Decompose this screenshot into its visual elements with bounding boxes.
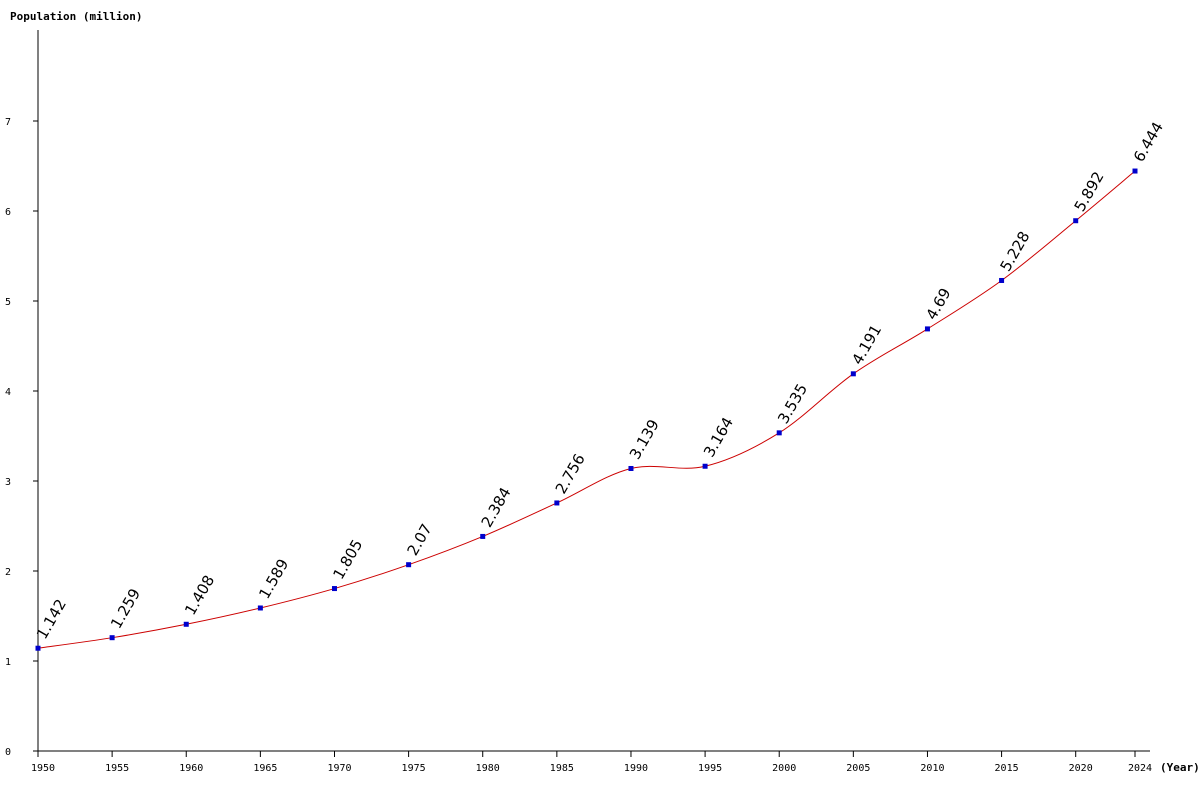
- x-tick-label: 2015: [995, 763, 1019, 774]
- x-tick-label: 1985: [550, 763, 574, 774]
- x-tick-label: 2010: [920, 763, 944, 774]
- data-value-label: 3.164: [700, 414, 737, 460]
- data-value-label: 3.139: [626, 416, 663, 462]
- data-value-label: 5.892: [1071, 169, 1108, 215]
- data-point: [702, 463, 708, 469]
- data-value-label: 5.228: [996, 228, 1033, 274]
- data-point: [1132, 168, 1138, 174]
- x-tick-label: 1960: [179, 763, 203, 774]
- x-tick-label: 1950: [31, 763, 55, 774]
- y-tick-label: 3: [5, 477, 11, 488]
- x-tick-label: 2020: [1069, 763, 1093, 774]
- data-markers: [35, 168, 1138, 651]
- data-point: [628, 465, 634, 471]
- data-point: [776, 430, 782, 436]
- x-tick-label: 1980: [476, 763, 500, 774]
- x-tick-label: 1975: [402, 763, 426, 774]
- y-axis-title: Population (million): [10, 10, 142, 23]
- y-tick-label: 2: [5, 567, 11, 578]
- y-tick-label: 4: [5, 387, 11, 398]
- data-point: [480, 533, 486, 539]
- data-value-label: 2.384: [478, 484, 515, 530]
- data-point: [554, 500, 560, 506]
- data-value-label: 4.69: [922, 285, 954, 323]
- data-point: [257, 605, 263, 611]
- y-tick-label: 6: [5, 207, 11, 218]
- data-value-label: 1.589: [255, 556, 292, 602]
- x-axis-ticks: 1950 1955 1960 1965 1970 1975 1980 1985 1990 1995…: [31, 751, 1152, 774]
- y-tick-label: 0: [5, 747, 11, 758]
- data-point: [183, 621, 189, 627]
- data-value-label: 1.805: [329, 536, 366, 582]
- data-point: [850, 371, 856, 377]
- data-value-label: 1.408: [181, 572, 218, 618]
- y-tick-label: 7: [5, 117, 11, 128]
- data-point: [406, 562, 412, 568]
- x-tick-label: 1955: [105, 763, 129, 774]
- data-value-label: 4.191: [848, 322, 885, 368]
- y-tick-label: 1: [5, 657, 11, 668]
- series-line: [37, 170, 1136, 649]
- data-value-label: 1.259: [107, 585, 144, 631]
- x-tick-label: 2005: [846, 763, 870, 774]
- data-value-label: 6.444: [1130, 119, 1167, 165]
- y-tick-label: 5: [5, 297, 11, 308]
- x-tick-label: 1965: [253, 763, 277, 774]
- x-tick-label: 2000: [772, 763, 796, 774]
- data-point: [924, 326, 930, 332]
- x-tick-label: 1990: [624, 763, 648, 774]
- x-tick-label: 1970: [327, 763, 351, 774]
- data-point: [109, 635, 115, 641]
- data-value-label: 2.756: [552, 451, 589, 497]
- x-tick-label: 1995: [698, 763, 722, 774]
- data-point: [331, 586, 337, 592]
- data-point: [999, 277, 1005, 283]
- x-tick-label: 2024: [1128, 763, 1152, 774]
- data-labels: 1.142 1.259 1.408 1.589 1.805 2.072.3842.7563…: [33, 119, 1167, 642]
- y-axis-ticks: 0 1 2 3 4 5 6 7: [5, 117, 38, 758]
- x-axis-title: (Year): [1160, 761, 1200, 774]
- data-value-label: 2.07: [403, 521, 435, 559]
- data-point: [1073, 218, 1079, 224]
- data-value-label: 3.535: [774, 381, 811, 427]
- data-point: [35, 645, 41, 651]
